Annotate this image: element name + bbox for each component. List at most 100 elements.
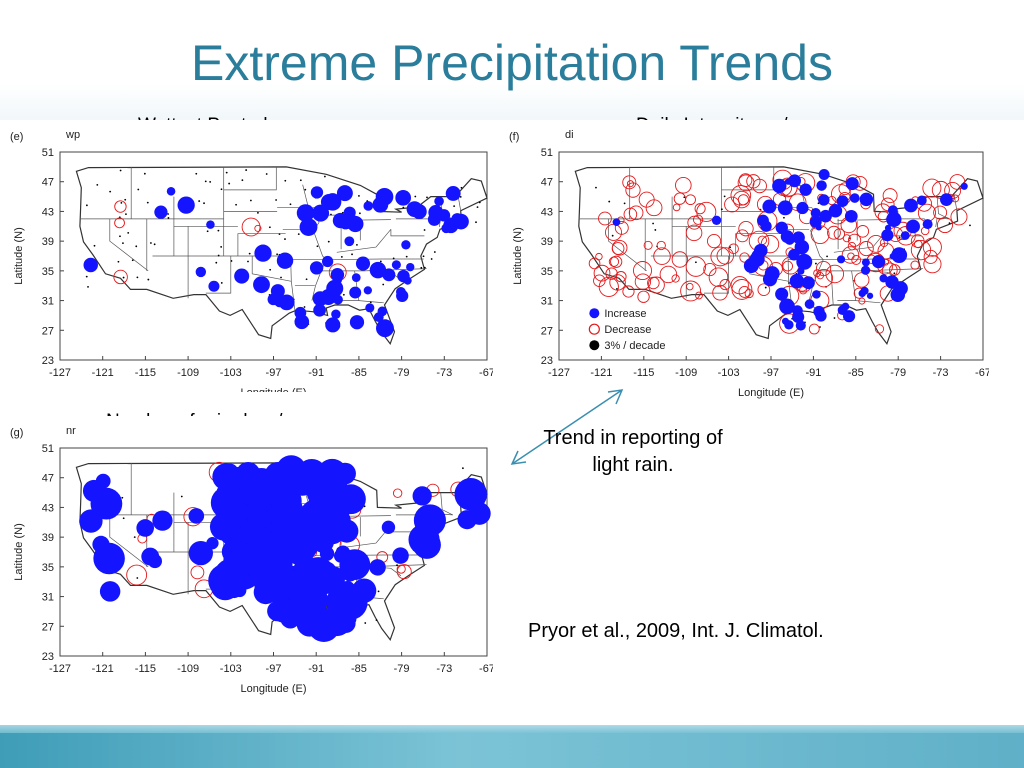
increase-marker <box>792 310 805 324</box>
map-rain-days: (g) nr -127 -121 -115 -109 -103 -97 -91 -85 -79 -73… <box>10 425 493 695</box>
x-tick-label: -121 <box>92 367 114 379</box>
increase-marker <box>214 561 238 584</box>
decrease-marker <box>638 191 655 208</box>
x-tick-label: -121 <box>590 367 612 379</box>
station-dot <box>206 230 209 233</box>
increase-marker <box>330 268 345 282</box>
increase-marker <box>338 580 356 598</box>
station-dot <box>364 622 367 624</box>
increase-marker <box>325 317 341 333</box>
increase-marker <box>445 186 461 201</box>
increase-marker <box>777 200 793 216</box>
increase-marker <box>99 581 121 602</box>
increase-marker <box>309 261 324 275</box>
decrease-marker <box>622 285 635 298</box>
y-tick-label: 27 <box>42 325 54 337</box>
station-dot <box>377 590 380 593</box>
decrease-marker <box>882 188 898 204</box>
panel-letter: (e) <box>10 131 23 143</box>
increase-marker <box>391 260 401 270</box>
decrease-marker <box>396 564 412 580</box>
x-tick-label: -115 <box>135 663 156 675</box>
increase-marker <box>83 257 98 273</box>
x-tick-label: -79 <box>394 663 410 675</box>
increase-marker <box>437 209 451 222</box>
state-border <box>109 218 149 272</box>
station-dot <box>225 171 228 174</box>
decrease-marker <box>695 291 703 300</box>
x-tick-label: -115 <box>135 367 156 379</box>
station-dot <box>833 317 836 319</box>
increase-marker <box>369 261 387 279</box>
decrease-marker <box>808 323 820 335</box>
x-tick-label: -73 <box>436 663 452 675</box>
increase-marker <box>858 289 866 298</box>
station-dot <box>135 245 138 248</box>
increase-marker <box>310 186 324 199</box>
station-dot <box>623 202 626 205</box>
increase-marker <box>392 547 409 564</box>
increase-marker <box>468 502 491 525</box>
legend-scale-swatch <box>589 340 600 351</box>
station-dot <box>323 175 326 178</box>
station-dot <box>358 212 361 215</box>
increase-marker <box>828 203 843 218</box>
increase-marker <box>306 610 325 629</box>
increase-marker <box>760 220 772 232</box>
station-dot <box>146 201 149 204</box>
decrease-marker <box>814 268 834 288</box>
y-tick-label: 35 <box>541 266 553 278</box>
decrease-marker <box>923 255 942 274</box>
increase-marker <box>355 256 371 271</box>
decrease-marker <box>254 224 262 232</box>
station-dot <box>133 536 136 538</box>
station-dot <box>478 201 481 204</box>
y-tick-label: 23 <box>541 355 553 367</box>
station-dot <box>85 275 88 278</box>
citation: Pryor et al., 2009, Int. J. Climatol. <box>528 620 824 642</box>
x-tick-label: -85 <box>351 663 367 675</box>
increase-marker <box>276 252 294 269</box>
decrease-marker <box>874 324 885 334</box>
increase-marker <box>796 201 809 215</box>
increase-marker <box>253 276 270 294</box>
map-daily-intensity: (f) di -127 -121 -115 -109 -103 -97 -91 -85 -79 -73… <box>509 129 989 399</box>
increase-marker <box>339 217 352 230</box>
increase-marker <box>369 559 386 576</box>
x-tick-label: -79 <box>890 367 906 379</box>
decrease-marker <box>896 226 916 246</box>
increase-marker <box>271 493 290 512</box>
increase-marker <box>779 298 795 315</box>
decrease-marker <box>746 174 761 189</box>
station-dot <box>122 276 125 279</box>
station-dot <box>788 282 790 284</box>
station-dot <box>969 224 971 227</box>
y-tick-label: 47 <box>42 473 54 485</box>
decrease-marker <box>744 289 754 299</box>
station-dot <box>249 199 252 202</box>
decrease-marker <box>825 264 845 284</box>
decrease-marker <box>922 178 942 198</box>
station-dot <box>284 179 287 182</box>
station-dot <box>616 287 618 290</box>
y-tick-label: 31 <box>42 296 54 308</box>
x-tick-label: -91 <box>308 367 324 379</box>
decrease-marker <box>841 246 860 264</box>
station-dot <box>330 213 332 216</box>
station-dot <box>694 261 697 264</box>
decrease-marker <box>716 247 734 265</box>
increase-marker <box>871 255 886 269</box>
station-dot <box>153 243 156 246</box>
increase-marker <box>904 203 912 211</box>
increase-marker <box>306 576 319 590</box>
decrease-marker <box>738 286 751 298</box>
decrease-marker <box>605 267 618 280</box>
station-dot <box>137 188 140 191</box>
x-tick-label: -127 <box>548 367 570 379</box>
x-tick-label: -97 <box>266 663 282 675</box>
decrease-marker <box>910 239 932 261</box>
increase-marker <box>294 306 307 319</box>
decrease-marker <box>696 201 717 222</box>
decrease-marker <box>685 256 707 277</box>
increase-marker <box>206 220 215 229</box>
